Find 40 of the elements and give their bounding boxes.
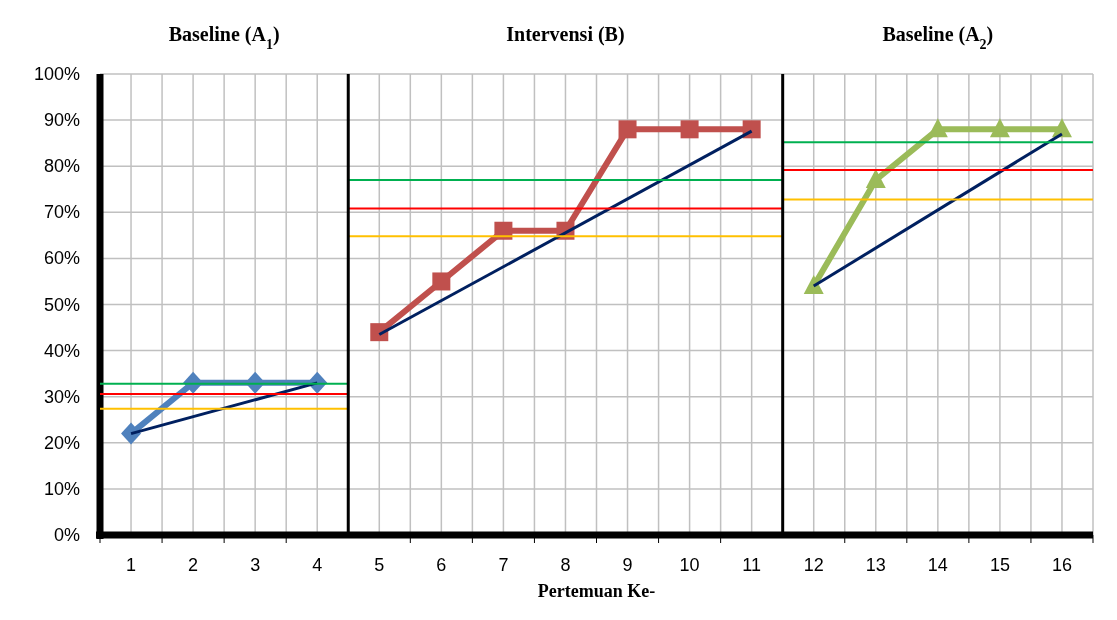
x-tick-label: 9 [622, 555, 633, 575]
x-tick-label: 10 [679, 555, 700, 575]
x-tick-label: 13 [865, 555, 886, 575]
y-tick-label: 60% [43, 248, 80, 269]
x-tick-label: 3 [250, 555, 261, 575]
x-tick-label: 14 [927, 555, 948, 575]
point [680, 120, 699, 139]
point [927, 118, 948, 138]
x-tick-label: 6 [436, 555, 447, 575]
y-tick-label: 50% [43, 294, 80, 315]
y-tick-label: 10% [43, 478, 80, 499]
point [618, 120, 637, 139]
y-tick-label: 90% [43, 110, 80, 131]
point [803, 275, 824, 295]
x-tick-label: 5 [374, 555, 385, 575]
text: Baseline (A$_{2}$) [882, 23, 994, 52]
x-tick-label: 15 [989, 555, 1010, 575]
x-tick-label: 4 [312, 555, 323, 575]
x-tick-label: 16 [1051, 555, 1072, 575]
x-tick-label: 11 [742, 555, 761, 575]
x-tick-label: 7 [498, 555, 509, 575]
text: Intervensi (B) [506, 23, 625, 46]
point [432, 272, 451, 291]
y-tick-label: 80% [43, 156, 80, 177]
x-tick-label: 8 [560, 555, 571, 575]
point [865, 169, 886, 189]
y-tick-label: 20% [43, 432, 80, 453]
y-tick-label: 0% [53, 525, 80, 545]
x-tick-label: 12 [803, 555, 824, 575]
y-tick-label: 100% [33, 64, 80, 84]
point [742, 120, 761, 139]
y-tick-label: 70% [43, 202, 80, 223]
y-tick-label: 40% [43, 340, 80, 361]
y-tick-label: 30% [43, 386, 80, 407]
point [989, 118, 1010, 138]
x-tick-label: 2 [188, 555, 199, 575]
text: Baseline (A$_{1}$) [168, 23, 280, 52]
point [370, 323, 389, 342]
x-axis-title: Pertemuan Ke- [537, 581, 656, 601]
x-tick-label: 1 [126, 555, 137, 575]
